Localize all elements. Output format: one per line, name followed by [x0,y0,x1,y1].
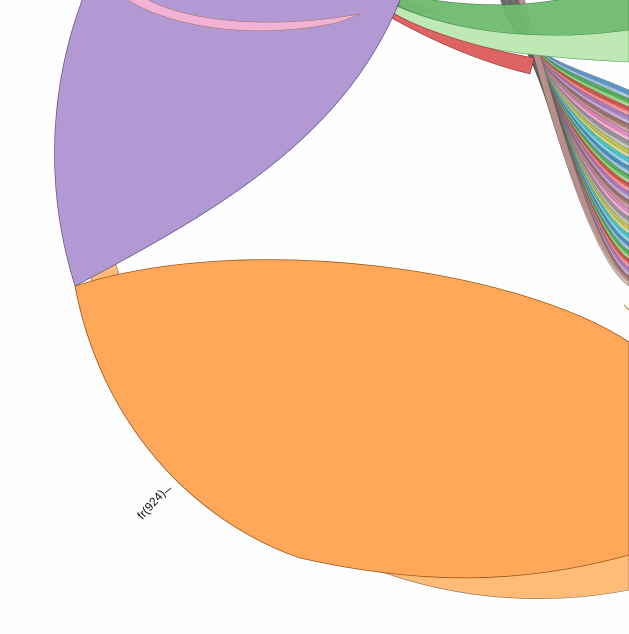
chord-purple[interactable] [54,0,402,287]
chord-red[interactable] [387,11,535,75]
group-tick-fr [164,487,172,494]
chord-top-strip[interactable] [120,0,361,32]
group-label-fr: fr(924) [134,487,168,523]
edge-tick [623,304,629,311]
chord-orange-self[interactable] [74,259,629,579]
